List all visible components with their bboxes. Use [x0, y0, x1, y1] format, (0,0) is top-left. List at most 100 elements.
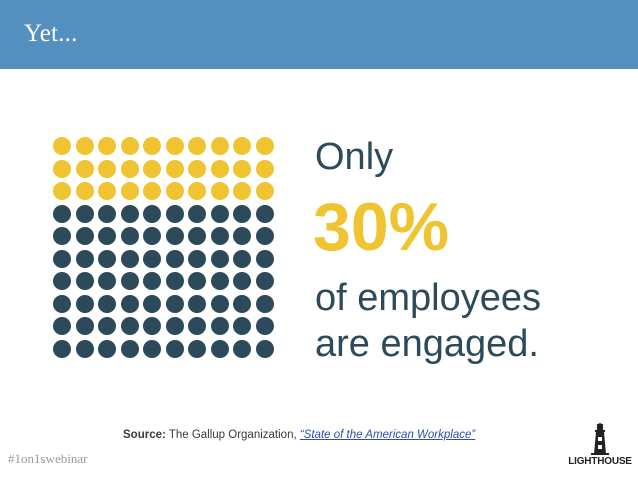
dot-not-engaged: [233, 339, 251, 358]
dot-engaged: [165, 159, 184, 178]
stat-prefix: Only: [315, 136, 394, 178]
source-citation: Source: The Gallup Organization, “State …: [123, 429, 475, 441]
hashtag: #1on1swebinar: [8, 451, 88, 466]
stat-value: 30%: [313, 189, 450, 265]
dot-not-engaged: [98, 272, 116, 290]
dot-not-engaged: [75, 339, 94, 358]
dot-not-engaged: [143, 227, 161, 245]
dot-not-engaged: [210, 272, 229, 290]
dot-engaged: [233, 159, 251, 178]
dot-not-engaged: [120, 294, 139, 313]
dot-not-engaged: [188, 317, 206, 335]
dot-not-engaged: [98, 294, 116, 313]
dot-not-engaged: [120, 317, 139, 335]
dot-not-engaged: [233, 204, 251, 223]
lighthouse-logo: LIGHTHOUSE: [568, 423, 632, 469]
dot-grid: [53, 137, 275, 359]
dot-not-engaged: [255, 272, 274, 290]
dot-engaged: [210, 159, 229, 178]
dot-engaged: [188, 159, 206, 178]
dot-not-engaged: [188, 339, 206, 358]
dot-not-engaged: [143, 249, 161, 268]
dot-not-engaged: [210, 249, 229, 268]
lighthouse-icon: [591, 423, 609, 455]
dot-engaged: [143, 159, 161, 178]
dot-engaged: [98, 137, 116, 155]
dot-not-engaged: [120, 204, 139, 223]
dot-engaged: [255, 182, 274, 200]
dot-not-engaged: [210, 339, 229, 358]
dot-not-engaged: [75, 317, 94, 335]
dot-engaged: [120, 159, 139, 178]
dot-not-engaged: [120, 272, 139, 290]
dot-engaged: [255, 159, 274, 178]
dot-engaged: [233, 137, 251, 155]
dot-not-engaged: [98, 317, 116, 335]
dot-not-engaged: [165, 294, 184, 313]
dot-not-engaged: [98, 204, 116, 223]
dot-engaged: [210, 137, 229, 155]
dot-engaged: [98, 182, 116, 200]
dot-engaged: [120, 137, 139, 155]
dot-not-engaged: [233, 249, 251, 268]
dot-not-engaged: [53, 204, 71, 223]
dot-not-engaged: [233, 272, 251, 290]
dot-engaged: [143, 182, 161, 200]
header-bar: Yet...: [0, 0, 638, 69]
dot-not-engaged: [53, 249, 71, 268]
dot-not-engaged: [53, 227, 71, 245]
dot-not-engaged: [233, 294, 251, 313]
dot-not-engaged: [143, 317, 161, 335]
dot-engaged: [143, 137, 161, 155]
stat-line-2: are engaged.: [315, 323, 539, 365]
dot-not-engaged: [188, 272, 206, 290]
dot-not-engaged: [188, 227, 206, 245]
dot-not-engaged: [188, 294, 206, 313]
dot-not-engaged: [255, 227, 274, 245]
dot-not-engaged: [98, 249, 116, 268]
dot-engaged: [165, 182, 184, 200]
dot-not-engaged: [98, 339, 116, 358]
dot-not-engaged: [210, 317, 229, 335]
dot-engaged: [53, 182, 71, 200]
dot-not-engaged: [165, 204, 184, 223]
dot-not-engaged: [210, 294, 229, 313]
dot-not-engaged: [188, 249, 206, 268]
dot-engaged: [255, 137, 274, 155]
source-org: The Gallup Organization,: [165, 429, 300, 441]
dot-engaged: [165, 137, 184, 155]
dot-not-engaged: [210, 204, 229, 223]
dot-not-engaged: [120, 339, 139, 358]
dot-not-engaged: [165, 317, 184, 335]
dot-not-engaged: [255, 317, 274, 335]
dot-not-engaged: [210, 227, 229, 245]
logo-text: LIGHTHOUSE: [568, 456, 632, 467]
dot-not-engaged: [143, 339, 161, 358]
dot-not-engaged: [143, 272, 161, 290]
dot-engaged: [188, 182, 206, 200]
dot-not-engaged: [53, 272, 71, 290]
dot-not-engaged: [255, 249, 274, 268]
dot-not-engaged: [120, 227, 139, 245]
dot-not-engaged: [233, 227, 251, 245]
page-title: Yet...: [24, 20, 78, 47]
dot-not-engaged: [165, 272, 184, 290]
dot-not-engaged: [98, 227, 116, 245]
dot-engaged: [75, 137, 94, 155]
dot-engaged: [233, 182, 251, 200]
dot-not-engaged: [255, 204, 274, 223]
dot-engaged: [75, 159, 94, 178]
source-label: Source:: [123, 429, 166, 441]
dot-not-engaged: [53, 294, 71, 313]
dot-not-engaged: [255, 294, 274, 313]
dot-not-engaged: [165, 249, 184, 268]
dot-engaged: [75, 182, 94, 200]
dot-not-engaged: [255, 339, 274, 358]
dot-not-engaged: [143, 204, 161, 223]
source-link[interactable]: “State of the American Workplace”: [299, 429, 476, 441]
dot-not-engaged: [165, 339, 184, 358]
dot-not-engaged: [75, 249, 94, 268]
dot-not-engaged: [75, 204, 94, 223]
dot-not-engaged: [53, 339, 71, 358]
dot-engaged: [210, 182, 229, 200]
